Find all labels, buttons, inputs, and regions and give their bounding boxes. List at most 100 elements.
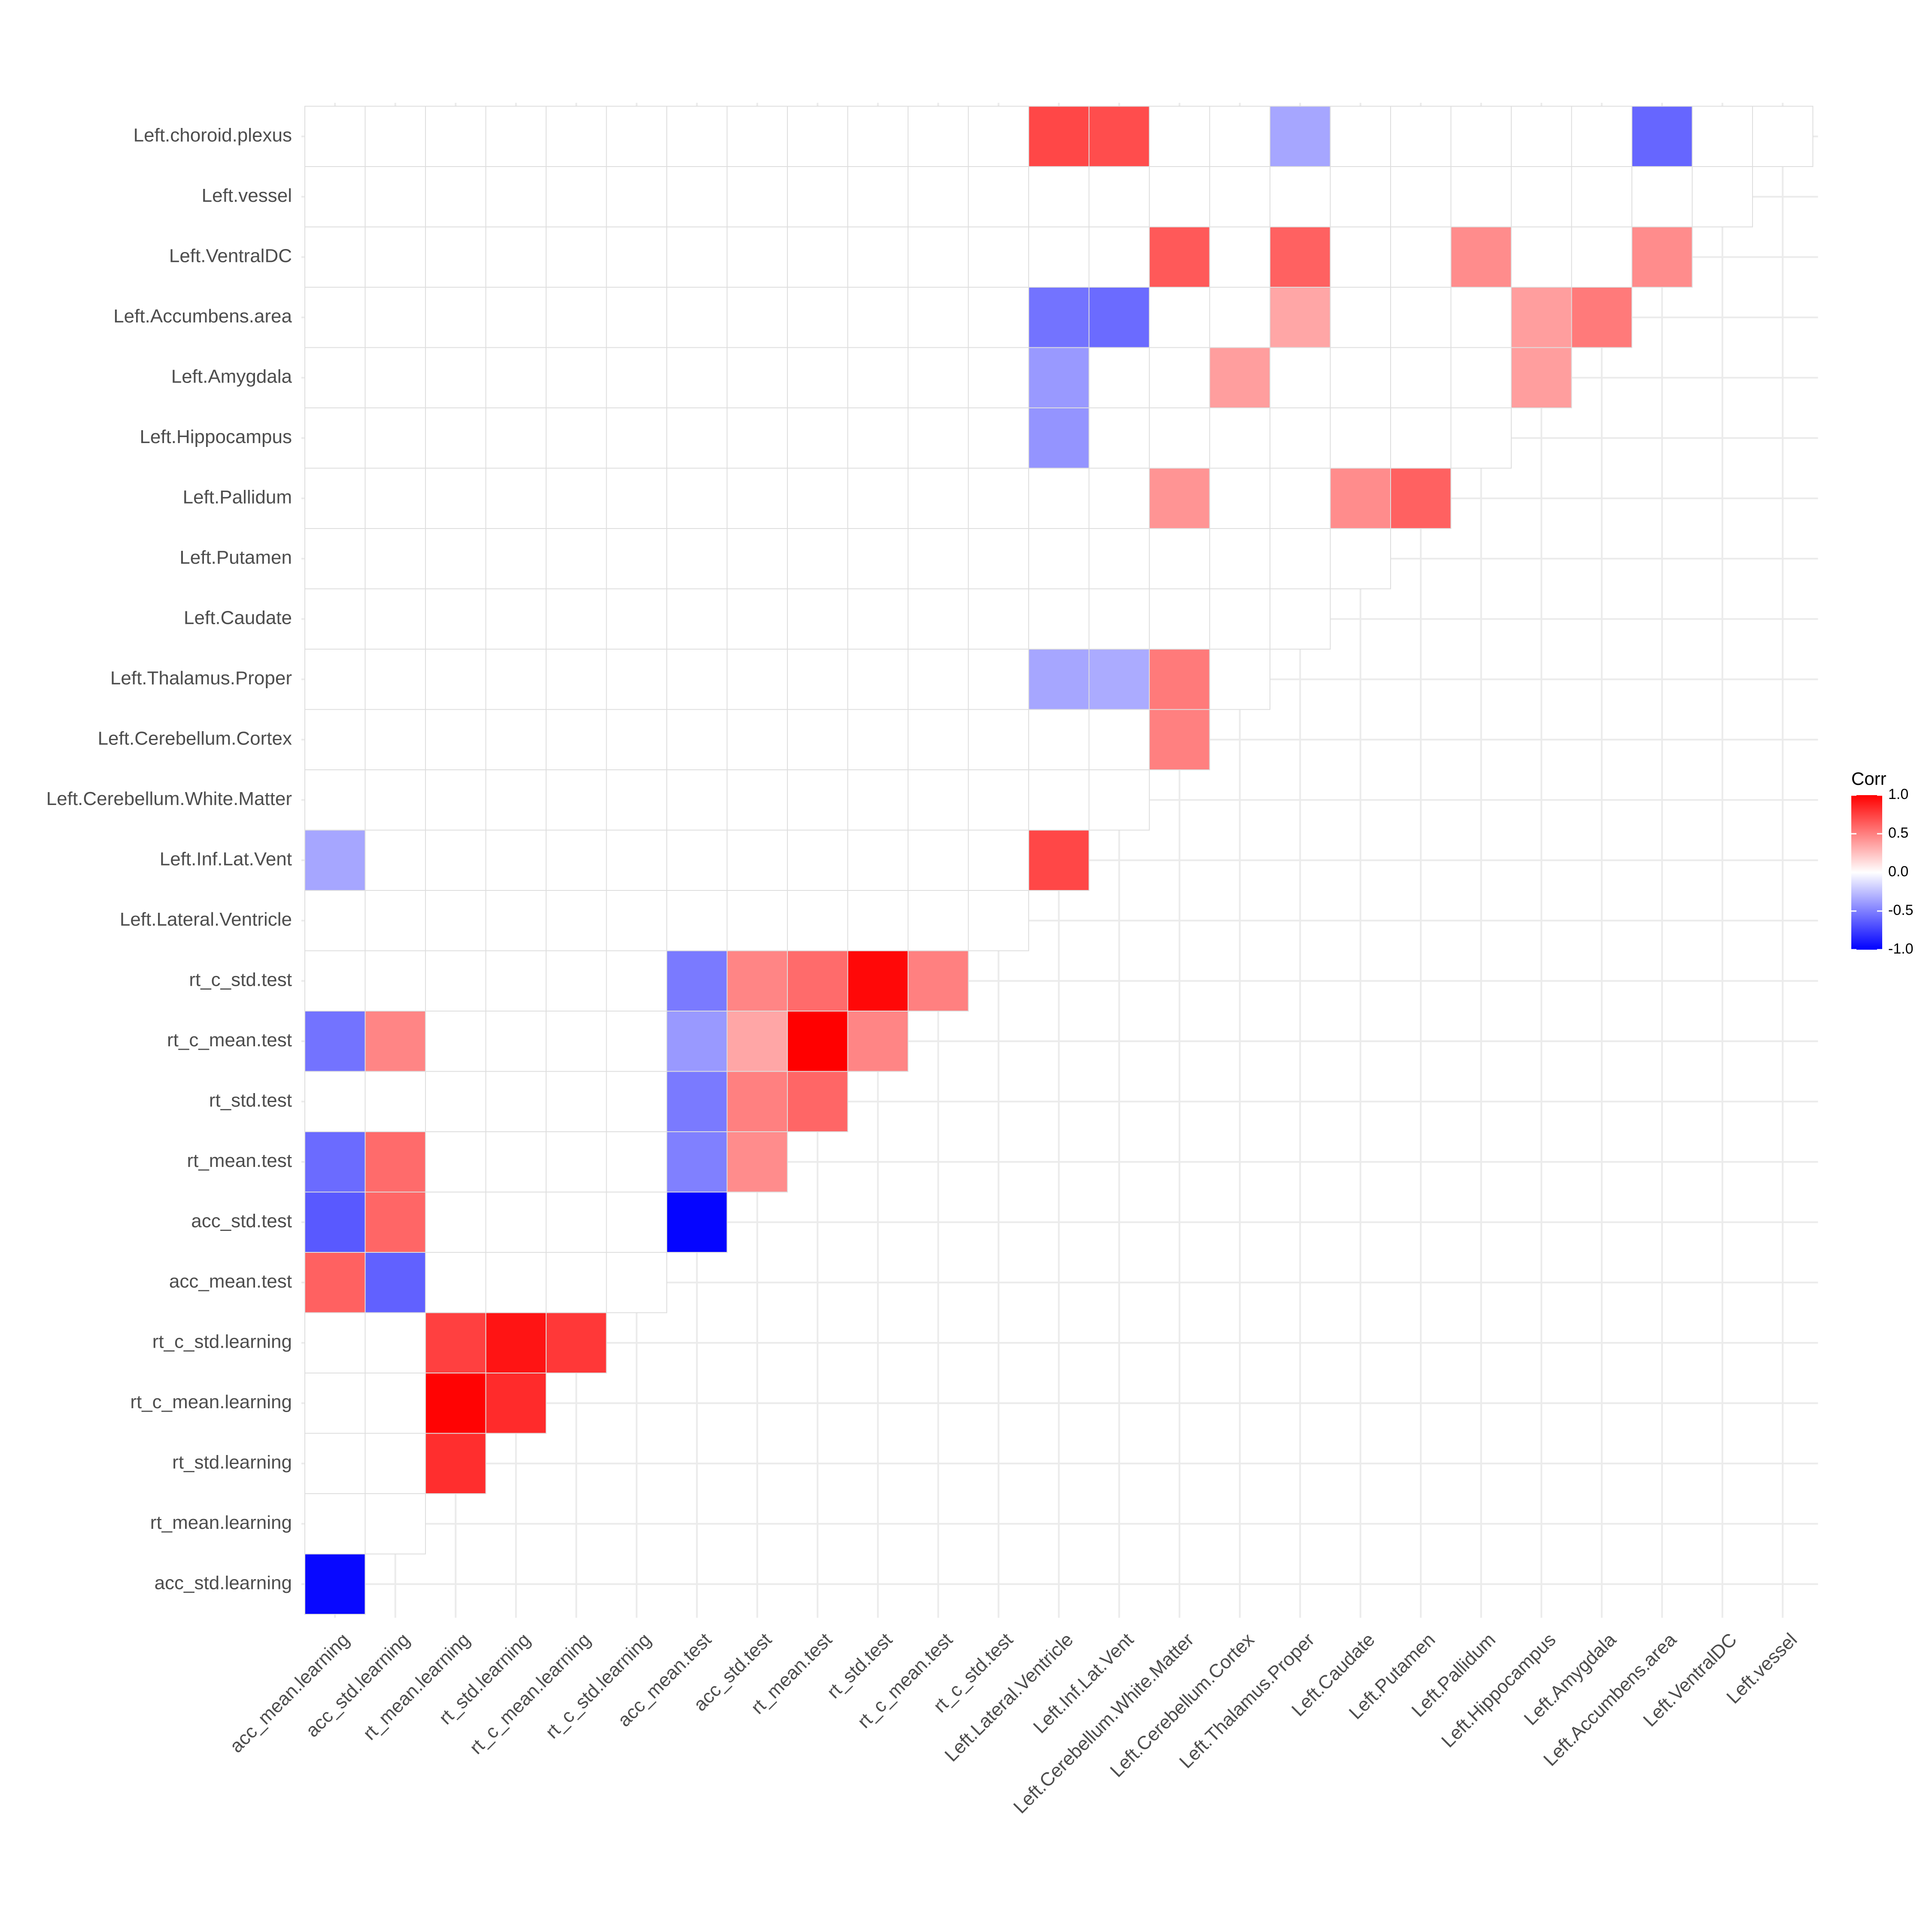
heatmap-cell-blank	[365, 890, 426, 951]
y-tick-label: Left.Cerebellum.Cortex	[98, 728, 292, 749]
heatmap-cell-blank	[1270, 166, 1331, 228]
heatmap-cell-blank	[1088, 407, 1150, 469]
heatmap-cell	[787, 1011, 848, 1072]
heatmap-cell-blank	[425, 287, 486, 348]
heatmap-cell-blank	[908, 649, 969, 710]
heatmap-cell-blank	[787, 166, 848, 228]
heatmap-cell-blank	[1450, 106, 1512, 167]
y-tick-label: rt_std.test	[209, 1090, 292, 1111]
heatmap-cell-blank	[485, 1131, 547, 1193]
heatmap-cell-blank	[606, 890, 667, 951]
heatmap-cell-blank	[847, 226, 908, 288]
y-tick-label: Left.Amygdala	[171, 366, 292, 387]
heatmap-cell-blank	[908, 106, 969, 167]
heatmap-cell-blank	[1088, 528, 1150, 589]
heatmap-cell-blank	[606, 950, 667, 1012]
legend-tick-label: -0.5	[1888, 902, 1914, 918]
heatmap-cell-blank	[304, 468, 366, 529]
heatmap-cell-blank	[847, 769, 908, 831]
heatmap-cell-blank	[1390, 347, 1452, 408]
heatmap-cell-blank	[304, 1312, 366, 1373]
heatmap-cell-blank	[908, 468, 969, 529]
heatmap-cell-blank	[606, 528, 667, 589]
heatmap-cell-blank	[908, 709, 969, 770]
heatmap-cell-blank	[1209, 468, 1270, 529]
heatmap-cell-blank	[485, 890, 547, 951]
heatmap-cell-blank	[1270, 347, 1331, 408]
heatmap-cell-blank	[1149, 588, 1210, 650]
heatmap-cell-blank	[1209, 226, 1270, 288]
y-tick-label: acc_mean.test	[169, 1271, 292, 1292]
heatmap-cell-blank	[485, 347, 547, 408]
heatmap-cell-blank	[1330, 347, 1391, 408]
heatmap-cell-blank	[304, 890, 366, 951]
heatmap-cell-blank	[787, 106, 848, 167]
heatmap-cell-blank	[787, 769, 848, 831]
heatmap-cell-blank	[726, 769, 788, 831]
heatmap-cell-blank	[425, 1252, 486, 1313]
heatmap-cell-blank	[726, 890, 788, 951]
heatmap-cell-blank	[1390, 106, 1452, 167]
heatmap-cell-blank	[606, 166, 667, 228]
y-tick-label: rt_c_std.learning	[152, 1331, 292, 1352]
heatmap-cell-blank	[546, 1191, 607, 1253]
heatmap-cell-blank	[908, 166, 969, 228]
heatmap-cell-blank	[1028, 588, 1090, 650]
heatmap-cell-blank	[968, 166, 1029, 228]
heatmap-cell-blank	[968, 468, 1029, 529]
heatmap-cell	[546, 1312, 607, 1373]
heatmap-cell-blank	[304, 1373, 366, 1434]
heatmap-cell-blank	[847, 287, 908, 348]
heatmap-cell	[485, 1373, 547, 1434]
y-tick-label: Left.Lateral.Ventricle	[120, 909, 292, 930]
heatmap-cell-blank	[1330, 528, 1391, 589]
heatmap-cell	[1270, 287, 1331, 348]
legend-tick-label: -1.0	[1888, 941, 1914, 957]
heatmap-cell	[666, 1191, 728, 1253]
legend-title: Corr	[1851, 769, 1886, 789]
heatmap-cell-blank	[908, 347, 969, 408]
heatmap-cell-blank	[365, 226, 426, 288]
heatmap-cell	[304, 829, 366, 891]
heatmap-cell-blank	[546, 106, 607, 167]
heatmap-cell-blank	[365, 407, 426, 469]
heatmap-cell-blank	[968, 287, 1029, 348]
heatmap-cell-blank	[1330, 407, 1391, 469]
heatmap-cell-blank	[485, 1011, 547, 1072]
heatmap-cell-blank	[304, 347, 366, 408]
heatmap-cell-blank	[787, 226, 848, 288]
heatmap-cell-blank	[666, 468, 728, 529]
heatmap-cell-blank	[304, 1433, 366, 1494]
heatmap-cell-blank	[546, 890, 607, 951]
heatmap-cell-blank	[1390, 166, 1452, 228]
heatmap-cell-blank	[968, 588, 1029, 650]
y-tick-label: Left.Hippocampus	[140, 426, 292, 447]
heatmap-cell-blank	[1330, 226, 1391, 288]
heatmap-cell	[1088, 649, 1150, 710]
heatmap-cell	[1149, 468, 1210, 529]
y-tick-label: Left.Caudate	[184, 607, 292, 628]
heatmap-cell	[726, 1131, 788, 1193]
heatmap-cell-blank	[1330, 166, 1391, 228]
heatmap-cell-blank	[304, 588, 366, 650]
heatmap-cell-blank	[1149, 287, 1210, 348]
heatmap-cell-blank	[304, 1493, 366, 1555]
heatmap-cell-blank	[787, 709, 848, 770]
heatmap-cell-blank	[787, 528, 848, 589]
heatmap-cell-blank	[365, 829, 426, 891]
heatmap-cell-blank	[365, 1433, 426, 1494]
heatmap-cell-blank	[726, 347, 788, 408]
heatmap-cell-blank	[1511, 166, 1572, 228]
heatmap-cell-blank	[304, 950, 366, 1012]
heatmap-cell-blank	[485, 1252, 547, 1313]
heatmap-cell-blank	[666, 709, 728, 770]
y-tick-label: rt_c_mean.test	[167, 1030, 292, 1051]
heatmap-cell-blank	[365, 649, 426, 710]
heatmap-cell-blank	[666, 347, 728, 408]
heatmap-cell-blank	[485, 769, 547, 831]
heatmap-cell-blank	[485, 528, 547, 589]
heatmap-cell-blank	[666, 649, 728, 710]
heatmap-cell-blank	[1390, 287, 1452, 348]
heatmap-cell-blank	[606, 829, 667, 891]
